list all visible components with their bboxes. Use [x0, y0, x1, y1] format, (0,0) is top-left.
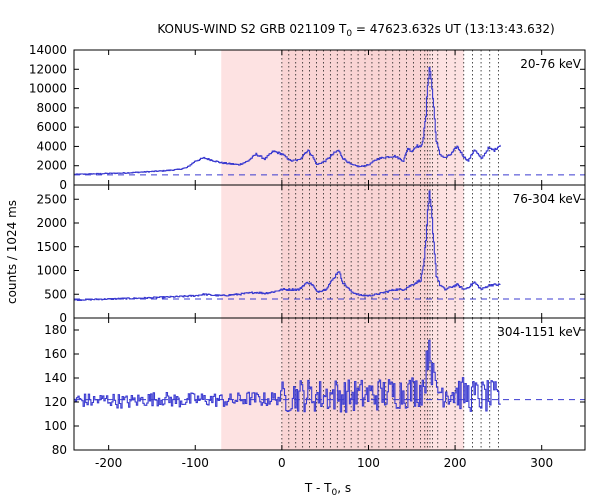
y-tick-label: 1000 [36, 264, 67, 278]
y-tick-label: 2000 [36, 159, 67, 173]
y-tick-label: 140 [44, 371, 67, 385]
y-tick-label: 2500 [36, 192, 67, 206]
y-tick-label: 160 [44, 347, 67, 361]
y-tick-label: 180 [44, 323, 67, 337]
y-tick-label: 4000 [36, 139, 67, 153]
x-tick-label: 300 [530, 456, 553, 470]
y-tick-label: 0 [59, 178, 67, 192]
data-series-line [74, 190, 501, 302]
panel-304-1151-kev: 80 100 120 140 160 180 -200 -100 0 100 200 300 304-1… [44, 317, 586, 470]
y-tick-label: 12000 [29, 62, 67, 76]
y-tick-label: 2000 [36, 216, 67, 230]
x-tick-label: 200 [444, 456, 467, 470]
y-tick-label: 1500 [36, 240, 67, 254]
y-axis-label: counts / 1024 ms [5, 200, 19, 304]
y-tick-label: 500 [44, 287, 67, 301]
shaded-interval-dense [281, 50, 430, 185]
y-tick-label: 120 [44, 395, 67, 409]
chart-title: KONUS-WIND S2 GRB 021109 T0 = 47623.632s… [157, 22, 554, 39]
y-tick-label: 10000 [29, 82, 67, 96]
y-tick-label: 0 [59, 311, 67, 325]
x-axis-label: T - T0, s [304, 481, 351, 498]
x-tick-label: 0 [278, 456, 286, 470]
data-series-line [74, 67, 501, 176]
x-tick-label: -100 [182, 456, 209, 470]
data-series-line [74, 339, 501, 413]
panel-frame [73, 317, 586, 451]
panel-energy-label: 304-1151 keV [497, 325, 581, 339]
y-tick-label: 100 [44, 419, 67, 433]
panel-20-76-kev: 0 2000 4000 6000 8000 10000 12000 14000 20-76 ke… [29, 43, 586, 192]
y-tick-label: 80 [52, 443, 67, 457]
y-tick-label: 8000 [36, 101, 67, 115]
y-tick-label: 14000 [29, 43, 67, 57]
x-tick-label: -200 [95, 456, 122, 470]
panel-energy-label: 20-76 keV [520, 57, 582, 71]
x-tick-label: 100 [357, 456, 380, 470]
shaded-interval-dense [281, 185, 430, 318]
y-tick-label: 6000 [36, 120, 67, 134]
panel-energy-label: 76-304 keV [513, 192, 582, 206]
panel-76-304-kev: 0 500 1000 1500 2000 2500 76-304 keV [36, 184, 586, 325]
